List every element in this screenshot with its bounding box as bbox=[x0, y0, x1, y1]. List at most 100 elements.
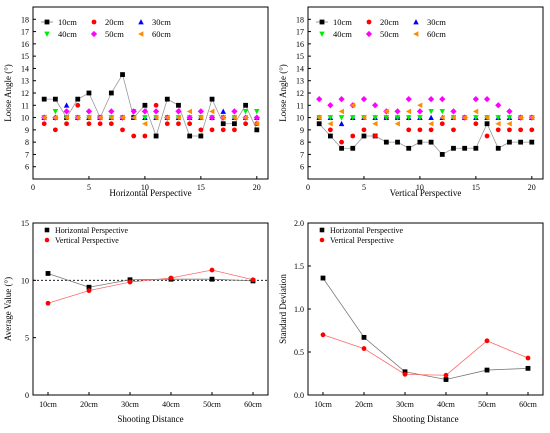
data-point-60cm bbox=[41, 114, 47, 121]
data-point-10cm bbox=[395, 139, 400, 145]
data-point-Vertical Perspective bbox=[402, 371, 408, 377]
legend-label-10cm: 10cm bbox=[333, 17, 352, 27]
data-point-60cm bbox=[327, 120, 333, 127]
data-point-40cm bbox=[372, 115, 378, 121]
data-point-40cm bbox=[439, 109, 446, 115]
data-point-60cm bbox=[74, 114, 81, 121]
y-tick-label: 12 bbox=[21, 89, 29, 98]
y-axis-label: Loose Angle (°) bbox=[278, 64, 288, 122]
legend-marker-20cm bbox=[366, 19, 372, 25]
data-point-Vertical Perspective bbox=[86, 288, 92, 294]
data-point-Vertical Perspective bbox=[320, 332, 326, 338]
y-tick-label: 14 bbox=[296, 64, 304, 73]
data-point-60cm bbox=[506, 120, 512, 127]
legend-marker-Horizontal Perspective bbox=[44, 227, 50, 233]
y-tick-label: 6 bbox=[300, 163, 304, 172]
y-tick-label: 7 bbox=[25, 150, 29, 159]
data-point-40cm bbox=[394, 115, 401, 121]
y-axis-label: Loose Angle (°) bbox=[3, 64, 13, 122]
legend-label-60cm: 60cm bbox=[427, 29, 446, 39]
data-point-60cm bbox=[316, 114, 322, 121]
data-point-60cm bbox=[461, 114, 468, 121]
legend-marker-50cm bbox=[365, 30, 373, 38]
data-point-Vertical Perspective bbox=[443, 372, 449, 378]
legend-marker-60cm bbox=[138, 31, 144, 37]
data-point-Horizontal Perspective bbox=[443, 377, 449, 382]
data-point-10cm bbox=[327, 133, 333, 139]
y-tick-label: 13 bbox=[296, 77, 304, 86]
data-point-60cm bbox=[220, 114, 226, 121]
y-tick-label: 10 bbox=[21, 276, 29, 285]
data-point-50cm bbox=[495, 102, 502, 109]
y-tick-label: 10 bbox=[296, 114, 304, 123]
y-tick-label: 1.5 bbox=[294, 262, 304, 271]
data-point-60cm bbox=[86, 114, 92, 121]
data-point-10cm bbox=[350, 145, 356, 151]
data-point-30cm bbox=[220, 108, 226, 114]
legend-marker-30cm bbox=[138, 19, 144, 25]
legend-label-40cm: 40cm bbox=[333, 29, 352, 39]
data-point-60cm bbox=[63, 114, 69, 121]
vertical-loose-angle-chart: 0 5 10 15 20 6 7 8 9 10 11 12 13 14 15 16 17 18 Vertical P… bbox=[278, 6, 544, 198]
data-point-40cm bbox=[350, 115, 356, 121]
data-point-50cm bbox=[327, 102, 334, 109]
data-point-60cm bbox=[338, 108, 344, 115]
data-point-30cm bbox=[338, 120, 345, 127]
data-point-60cm bbox=[484, 114, 490, 121]
data-point-60cm bbox=[108, 114, 114, 121]
data-point-40cm bbox=[142, 115, 148, 121]
x-tick-label: 5 bbox=[362, 183, 366, 192]
horizontal-loose-angle-chart: 0 5 10 15 20 6 7 8 9 10 11 12 13 14 15 16 17 18 Horizontal… bbox=[3, 6, 269, 198]
series-line-Vertical Perspective bbox=[322, 334, 529, 376]
data-point-10cm bbox=[254, 127, 260, 133]
legend-label-50cm: 50cm bbox=[380, 29, 399, 39]
y-tick-label: 17 bbox=[296, 28, 304, 37]
data-point-60cm bbox=[242, 114, 249, 121]
data-point-60cm bbox=[517, 114, 524, 121]
data-point-60cm bbox=[439, 114, 445, 121]
data-point-60cm bbox=[394, 120, 400, 127]
data-point-20cm bbox=[495, 127, 501, 133]
x-tick-label: 0 bbox=[306, 183, 310, 192]
legend-marker-Vertical Perspective bbox=[44, 237, 50, 243]
y-tick-label: 10 bbox=[21, 114, 29, 123]
data-point-10cm bbox=[220, 121, 226, 127]
data-point-10cm bbox=[108, 90, 114, 96]
data-point-20cm bbox=[327, 127, 333, 133]
data-point-50cm bbox=[231, 108, 238, 115]
data-point-20cm bbox=[232, 127, 237, 133]
data-point-30cm bbox=[63, 102, 70, 108]
data-point-10cm bbox=[361, 133, 367, 139]
data-point-60cm bbox=[417, 102, 423, 109]
x-axis-label: Shooting Distance bbox=[117, 414, 183, 424]
data-point-20cm bbox=[417, 127, 423, 133]
data-point-40cm bbox=[428, 109, 434, 115]
legend-label-Vertical Perspective: Vertical Perspective bbox=[330, 236, 394, 245]
x-tick-label: 20cm bbox=[80, 400, 99, 409]
data-point-50cm bbox=[483, 96, 491, 103]
data-point-10cm bbox=[52, 96, 58, 102]
data-point-40cm bbox=[254, 109, 260, 115]
data-point-20cm bbox=[176, 121, 181, 127]
x-tick-label: 20 bbox=[253, 183, 261, 192]
data-point-60cm bbox=[349, 102, 356, 109]
data-point-20cm bbox=[372, 133, 378, 139]
x-tick-label: 5 bbox=[87, 183, 91, 192]
data-point-20cm bbox=[209, 127, 215, 133]
legend-marker-40cm bbox=[44, 31, 50, 37]
x-axis-label: Vertical Perspective bbox=[390, 188, 462, 198]
data-point-30cm bbox=[428, 114, 434, 120]
legend-marker-60cm bbox=[413, 31, 419, 37]
x-tick-label: 0 bbox=[31, 183, 35, 192]
data-point-Vertical Perspective bbox=[361, 346, 367, 351]
data-point-50cm bbox=[360, 96, 368, 103]
y-tick-label: 9 bbox=[300, 126, 304, 135]
legend-marker-40cm bbox=[319, 31, 325, 37]
legend-label-20cm: 20cm bbox=[105, 17, 124, 27]
data-point-20cm bbox=[187, 121, 193, 127]
data-point-60cm bbox=[52, 114, 58, 121]
x-tick-label: 40cm bbox=[437, 400, 456, 409]
x-tick-label: 20cm bbox=[355, 400, 374, 409]
data-point-50cm bbox=[439, 96, 446, 103]
data-point-60cm bbox=[142, 120, 148, 127]
